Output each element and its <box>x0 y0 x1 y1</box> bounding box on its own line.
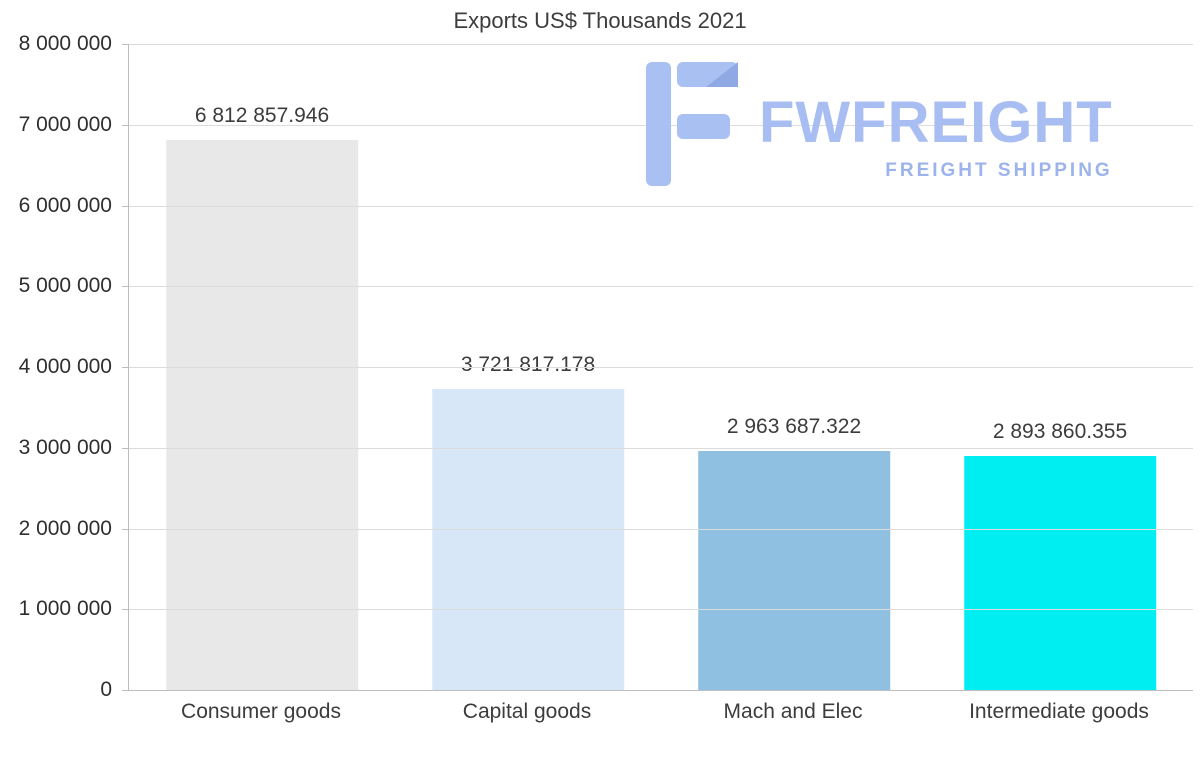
gridline <box>129 447 1193 449</box>
watermark-logo: FWFREIGHT FREIGHT SHIPPING <box>646 62 1113 191</box>
gridline <box>129 205 1193 207</box>
bar-value-label: 3 721 817.178 <box>460 353 596 377</box>
bar-intermediate-goods <box>964 456 1156 690</box>
y-tick-mark <box>122 367 129 368</box>
y-tick-label: 2 000 000 <box>18 516 112 540</box>
x-tick-label: Consumer goods <box>181 700 341 723</box>
x-axis: Consumer goods Capital goods Mach and Elec… <box>128 700 1192 724</box>
y-tick-label: 0 <box>100 678 112 701</box>
gridline <box>129 367 1193 368</box>
bars-container: 6 812 857.946 3 721 817.178 2 963 687.322 2… <box>129 44 1193 690</box>
bar-consumer-goods <box>166 139 358 690</box>
y-tick-label: 7 000 000 <box>18 112 112 136</box>
y-tick-label: 6 000 000 <box>18 193 112 217</box>
y-tick-label: 3 000 000 <box>18 435 112 459</box>
freight-logo-icon <box>646 62 743 191</box>
y-tick-mark <box>122 447 129 449</box>
x-tick-label: Mach and Elec <box>723 700 863 723</box>
chart-title: Exports US$ Thousands 2021 <box>453 8 747 33</box>
bar-slot: 6 812 857.946 <box>129 44 395 690</box>
y-tick-label: 4 000 000 <box>18 355 112 378</box>
bar-value-label: 2 893 860.355 <box>992 420 1128 444</box>
gridline <box>129 44 1193 45</box>
y-axis: 0 1 000 000 2 000 000 3 000 000 4 000 000 5 0… <box>0 32 112 701</box>
y-tick-label: 8 000 000 <box>18 32 112 55</box>
plot-area: 6 812 857.946 3 721 817.178 2 963 687.322 2… <box>122 44 1193 691</box>
gridline <box>129 609 1193 611</box>
bar-slot: 3 721 817.178 <box>395 44 661 690</box>
y-tick-mark <box>122 690 129 691</box>
y-tick-mark <box>122 286 129 288</box>
y-tick-mark <box>122 44 129 45</box>
y-tick-mark <box>122 205 129 207</box>
logo-tagline: FREIGHT SHIPPING <box>885 160 1113 181</box>
y-tick-mark <box>122 124 129 126</box>
y-tick-label: 5 000 000 <box>18 274 112 298</box>
bar-capital-goods <box>432 389 624 690</box>
x-tick-label: Capital goods <box>462 700 592 723</box>
logo-text: FWFREIGHT FREIGHT SHIPPING <box>759 94 1113 182</box>
y-tick-mark <box>122 609 129 611</box>
y-tick-mark <box>122 528 129 530</box>
y-tick-label: 1 000 000 <box>18 597 112 621</box>
gridline <box>129 286 1193 288</box>
bar-slot: 2 893 860.355 <box>927 44 1193 690</box>
bar-value-label: 2 963 687.322 <box>726 414 862 438</box>
bar-mach-and-elec <box>698 450 890 690</box>
gridline <box>129 528 1193 530</box>
bar-value-label: 6 812 857.946 <box>194 103 330 127</box>
bar-slot: 2 963 687.322 <box>661 44 927 690</box>
gridline <box>129 690 1193 691</box>
logo-name: FWFREIGHT <box>759 90 1113 155</box>
x-tick-label: Intermediate goods <box>969 700 1149 723</box>
